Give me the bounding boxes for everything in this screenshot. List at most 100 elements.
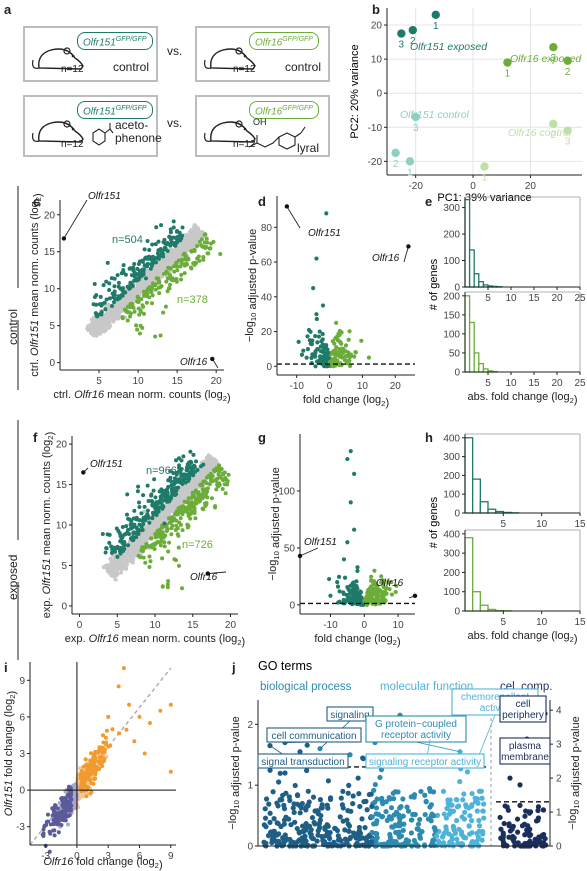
gene-point — [134, 517, 139, 522]
gene-point — [311, 286, 316, 291]
gene-point — [120, 549, 125, 554]
histogram-bar — [472, 591, 481, 612]
gene-point — [97, 302, 102, 307]
go-term-point — [355, 775, 361, 781]
gene-point — [126, 551, 131, 556]
gene-point — [354, 579, 359, 584]
e-x0-tick-label: 20 — [551, 293, 563, 304]
gene-point — [162, 263, 167, 268]
gene-point — [194, 483, 199, 488]
gene-point — [192, 238, 197, 243]
gene-point — [61, 801, 66, 806]
gene-point — [345, 597, 350, 602]
gene-point — [178, 507, 183, 512]
gene-point — [102, 747, 107, 752]
gene-point — [206, 251, 211, 256]
go-term-point — [467, 813, 473, 819]
gene-point — [381, 584, 386, 590]
gene-point — [129, 519, 134, 524]
gene-point — [335, 584, 341, 589]
c-x-tick-label: 5 — [96, 376, 102, 387]
gene-point — [167, 540, 172, 545]
annotation-point — [205, 571, 211, 576]
gene-point — [176, 247, 181, 252]
gene-point — [84, 763, 89, 768]
gene-name: Olfr151 — [83, 106, 116, 118]
gene-point — [166, 286, 171, 291]
gene-point — [203, 504, 208, 509]
gene-point — [107, 532, 112, 537]
gene-point — [112, 289, 117, 294]
gene-point — [175, 240, 180, 245]
go-term-point — [364, 807, 370, 813]
gene-point — [119, 271, 124, 276]
gene-point — [157, 533, 162, 538]
gene-point — [310, 352, 315, 357]
go-term-point — [395, 789, 401, 795]
h-y1-tick-label: 200 — [443, 568, 460, 579]
gene-point — [116, 304, 121, 309]
h-y0-tick-label: 200 — [443, 471, 460, 482]
go-term-point — [400, 796, 406, 802]
gene-point — [148, 275, 153, 280]
gene-point — [164, 254, 169, 259]
d-x-tick-label: 20 — [390, 381, 402, 392]
gene-point — [149, 493, 154, 498]
gene-point — [322, 364, 327, 369]
gene-point — [145, 291, 150, 296]
gene-point — [119, 307, 124, 312]
gene-point — [153, 287, 158, 292]
gene-point — [337, 589, 342, 594]
annotation-line — [403, 246, 409, 263]
gene-point — [67, 802, 72, 807]
gene-point — [138, 323, 143, 328]
gene-point — [132, 522, 137, 527]
go-term-point — [290, 805, 296, 811]
panel-a-box-olfr151-control: n=12 Olfr151GFP/GFP control — [23, 26, 158, 82]
gene-point — [180, 586, 185, 591]
gene-point — [78, 793, 83, 798]
gene-point — [145, 513, 150, 518]
gene-point — [131, 516, 136, 521]
go-term-point — [371, 821, 377, 827]
go-term-point — [446, 831, 452, 837]
gene-point — [113, 577, 118, 582]
gene-point — [188, 459, 193, 464]
gene-point — [147, 248, 152, 253]
gene-point — [105, 260, 110, 265]
gene-point — [218, 467, 223, 472]
gene-point — [202, 232, 207, 237]
count-label: n=966 — [146, 465, 177, 477]
go-term-point — [350, 793, 356, 799]
gene-point — [223, 476, 228, 481]
gene-point — [209, 475, 214, 480]
gene-point — [335, 580, 340, 585]
gene-point — [137, 268, 142, 273]
gene-point — [150, 293, 155, 298]
gene-point — [175, 532, 180, 537]
gene-point — [368, 578, 374, 583]
gene-point — [304, 355, 309, 360]
gene-point — [117, 310, 122, 315]
gene-point — [126, 543, 131, 548]
gene-point — [47, 829, 52, 834]
gene-point — [169, 532, 174, 537]
gene-point — [313, 333, 318, 339]
gene-point — [313, 349, 318, 354]
pca-x-tick-label: 20 — [525, 181, 537, 192]
gene-point — [313, 364, 318, 369]
gene-point — [127, 304, 132, 309]
h-x0-tick-label: 5 — [501, 519, 507, 530]
gene-point — [154, 504, 159, 509]
gene-point — [216, 472, 221, 477]
gene-point — [215, 481, 220, 486]
go-term-point — [325, 778, 332, 784]
gene-point — [121, 540, 126, 545]
gene-point — [166, 579, 171, 584]
gene-point — [205, 470, 210, 475]
annotation-label: Olfr151 — [88, 191, 121, 202]
g-y-tick-label: 100 — [278, 486, 295, 497]
gene-point — [189, 466, 194, 471]
